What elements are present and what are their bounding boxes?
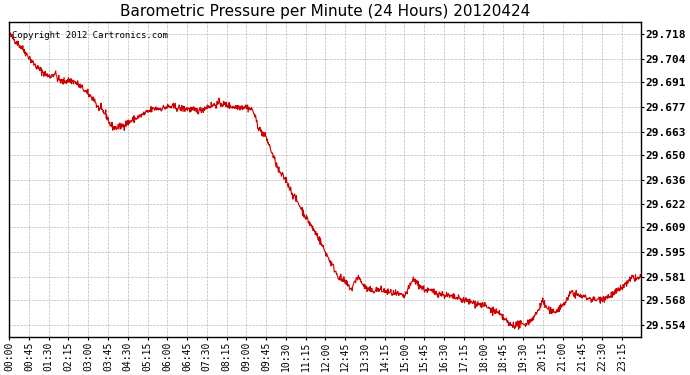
Text: Copyright 2012 Cartronics.com: Copyright 2012 Cartronics.com	[12, 31, 168, 40]
Title: Barometric Pressure per Minute (24 Hours) 20120424: Barometric Pressure per Minute (24 Hours…	[120, 4, 531, 19]
